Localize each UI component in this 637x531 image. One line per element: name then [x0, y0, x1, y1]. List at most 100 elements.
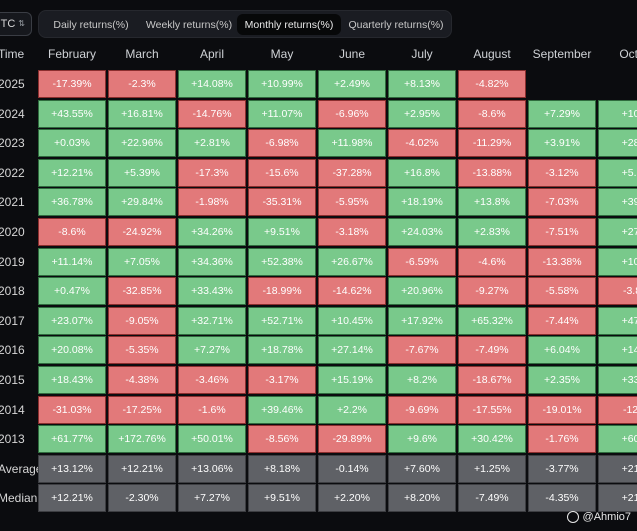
return-cell[interactable]: -3.12%: [528, 158, 596, 187]
return-cell[interactable]: +172.76%: [108, 425, 176, 454]
return-cell[interactable]: +52.38%: [248, 247, 316, 276]
return-cell[interactable]: +18.78%: [248, 336, 316, 365]
summary-cell[interactable]: +1.25%: [458, 454, 526, 483]
return-cell[interactable]: -1.98%: [178, 188, 246, 217]
return-cell[interactable]: +8.13%: [388, 70, 456, 98]
return-cell[interactable]: +5.5: [598, 158, 637, 187]
return-cell[interactable]: +22.96%: [108, 129, 176, 158]
return-cell[interactable]: -8.6%: [38, 218, 106, 246]
return-cell[interactable]: -4.38%: [108, 366, 176, 394]
return-cell[interactable]: +27.14%: [318, 336, 386, 365]
return-cell[interactable]: +20.08%: [38, 336, 106, 365]
return-cell[interactable]: -17.55%: [458, 395, 526, 424]
return-cell[interactable]: +7.29%: [528, 99, 596, 128]
summary-cell[interactable]: -4.35%: [528, 484, 596, 513]
tab-quarterly-returns[interactable]: Quarterly returns(%): [348, 18, 444, 31]
return-cell[interactable]: -3.17%: [248, 366, 316, 394]
return-cell[interactable]: +52.71%: [248, 306, 316, 335]
return-cell[interactable]: -12.: [598, 395, 637, 424]
summary-cell[interactable]: +9.51%: [248, 484, 316, 513]
return-cell[interactable]: -2.3%: [108, 70, 176, 98]
return-cell[interactable]: +8.2%: [388, 366, 456, 394]
return-cell[interactable]: -4.6%: [458, 247, 526, 276]
summary-cell[interactable]: -2.30%: [108, 484, 176, 513]
return-cell[interactable]: -9.05%: [108, 306, 176, 335]
return-cell[interactable]: +9.6%: [388, 425, 456, 454]
return-cell[interactable]: -1.6%: [178, 395, 246, 424]
return-cell[interactable]: -14.76%: [178, 99, 246, 128]
return-cell[interactable]: +61.77%: [38, 425, 106, 454]
return-cell[interactable]: +15.19%: [318, 366, 386, 394]
return-cell[interactable]: -19.01%: [528, 395, 596, 424]
return-cell[interactable]: -7.49%: [458, 336, 526, 365]
return-cell[interactable]: +3.91%: [528, 129, 596, 158]
summary-cell[interactable]: +12.21%: [38, 484, 106, 513]
return-cell[interactable]: +10.45%: [318, 306, 386, 335]
return-cell[interactable]: +7.27%: [178, 336, 246, 365]
return-cell[interactable]: +29.84%: [108, 188, 176, 217]
return-cell[interactable]: +32.71%: [178, 306, 246, 335]
return-cell[interactable]: +2.83%: [458, 218, 526, 246]
return-cell[interactable]: +18.43%: [38, 366, 106, 394]
return-cell[interactable]: -5.35%: [108, 336, 176, 365]
return-cell[interactable]: +50.01%: [178, 425, 246, 454]
return-cell[interactable]: -7.67%: [388, 336, 456, 365]
tab-weekly-returns[interactable]: Weekly returns(%): [145, 18, 233, 31]
return-cell[interactable]: -37.28%: [318, 158, 386, 187]
return-cell[interactable]: +9.51%: [248, 218, 316, 246]
return-cell[interactable]: +34.36%: [178, 247, 246, 276]
return-cell[interactable]: +27.: [598, 218, 637, 246]
summary-cell[interactable]: +21.: [598, 484, 637, 513]
return-cell[interactable]: +10.: [598, 99, 637, 128]
return-cell[interactable]: +43.55%: [38, 99, 106, 128]
return-cell[interactable]: -5.95%: [318, 188, 386, 217]
summary-cell[interactable]: +13.06%: [178, 454, 246, 483]
return-cell[interactable]: -17.39%: [38, 70, 106, 98]
return-cell[interactable]: +18.19%: [388, 188, 456, 217]
return-cell[interactable]: -13.38%: [528, 247, 596, 276]
return-cell[interactable]: -4.82%: [458, 70, 526, 98]
return-cell[interactable]: +17.92%: [388, 306, 456, 335]
return-cell[interactable]: -9.27%: [458, 277, 526, 306]
return-cell[interactable]: -17.3%: [178, 158, 246, 187]
return-cell[interactable]: +65.32%: [458, 306, 526, 335]
summary-cell[interactable]: +8.18%: [248, 454, 316, 483]
summary-cell[interactable]: -7.49%: [458, 484, 526, 513]
return-cell[interactable]: +39.: [598, 188, 637, 217]
return-cell[interactable]: +12.21%: [38, 158, 106, 187]
return-cell[interactable]: +14.08%: [178, 70, 246, 98]
return-cell[interactable]: +23.07%: [38, 306, 106, 335]
return-cell[interactable]: +28.: [598, 129, 637, 158]
return-cell[interactable]: +2.35%: [528, 366, 596, 394]
summary-cell[interactable]: +13.12%: [38, 454, 106, 483]
summary-cell[interactable]: +8.20%: [388, 484, 456, 513]
return-cell[interactable]: -17.25%: [108, 395, 176, 424]
summary-cell[interactable]: +7.60%: [388, 454, 456, 483]
return-cell[interactable]: +2.49%: [318, 70, 386, 98]
summary-cell[interactable]: -0.14%: [318, 454, 386, 483]
return-cell[interactable]: +7.05%: [108, 247, 176, 276]
tab-daily-returns[interactable]: Daily returns(%): [53, 18, 129, 31]
return-cell[interactable]: +11.14%: [38, 247, 106, 276]
return-cell[interactable]: +20.96%: [388, 277, 456, 306]
return-cell[interactable]: +11.07%: [248, 99, 316, 128]
return-cell[interactable]: +11.98%: [318, 129, 386, 158]
return-cell[interactable]: +10.99%: [248, 70, 316, 98]
summary-cell[interactable]: +12.21%: [108, 454, 176, 483]
return-cell[interactable]: +16.81%: [108, 99, 176, 128]
return-cell[interactable]: -15.6%: [248, 158, 316, 187]
return-cell[interactable]: +24.03%: [388, 218, 456, 246]
return-cell[interactable]: +26.67%: [318, 247, 386, 276]
symbol-selector[interactable]: ITC ⇅: [0, 12, 32, 36]
return-cell[interactable]: +0.47%: [38, 277, 106, 306]
return-cell[interactable]: +0.03%: [38, 129, 106, 158]
return-cell[interactable]: -6.96%: [318, 99, 386, 128]
return-cell[interactable]: -18.67%: [458, 366, 526, 394]
return-cell[interactable]: +47.: [598, 306, 637, 335]
return-cell[interactable]: -4.02%: [388, 129, 456, 158]
summary-cell[interactable]: +7.27%: [178, 484, 246, 513]
return-cell[interactable]: -32.85%: [108, 277, 176, 306]
return-cell[interactable]: -3.46%: [178, 366, 246, 394]
return-cell[interactable]: +33.: [598, 366, 637, 394]
return-cell[interactable]: +2.2%: [318, 395, 386, 424]
